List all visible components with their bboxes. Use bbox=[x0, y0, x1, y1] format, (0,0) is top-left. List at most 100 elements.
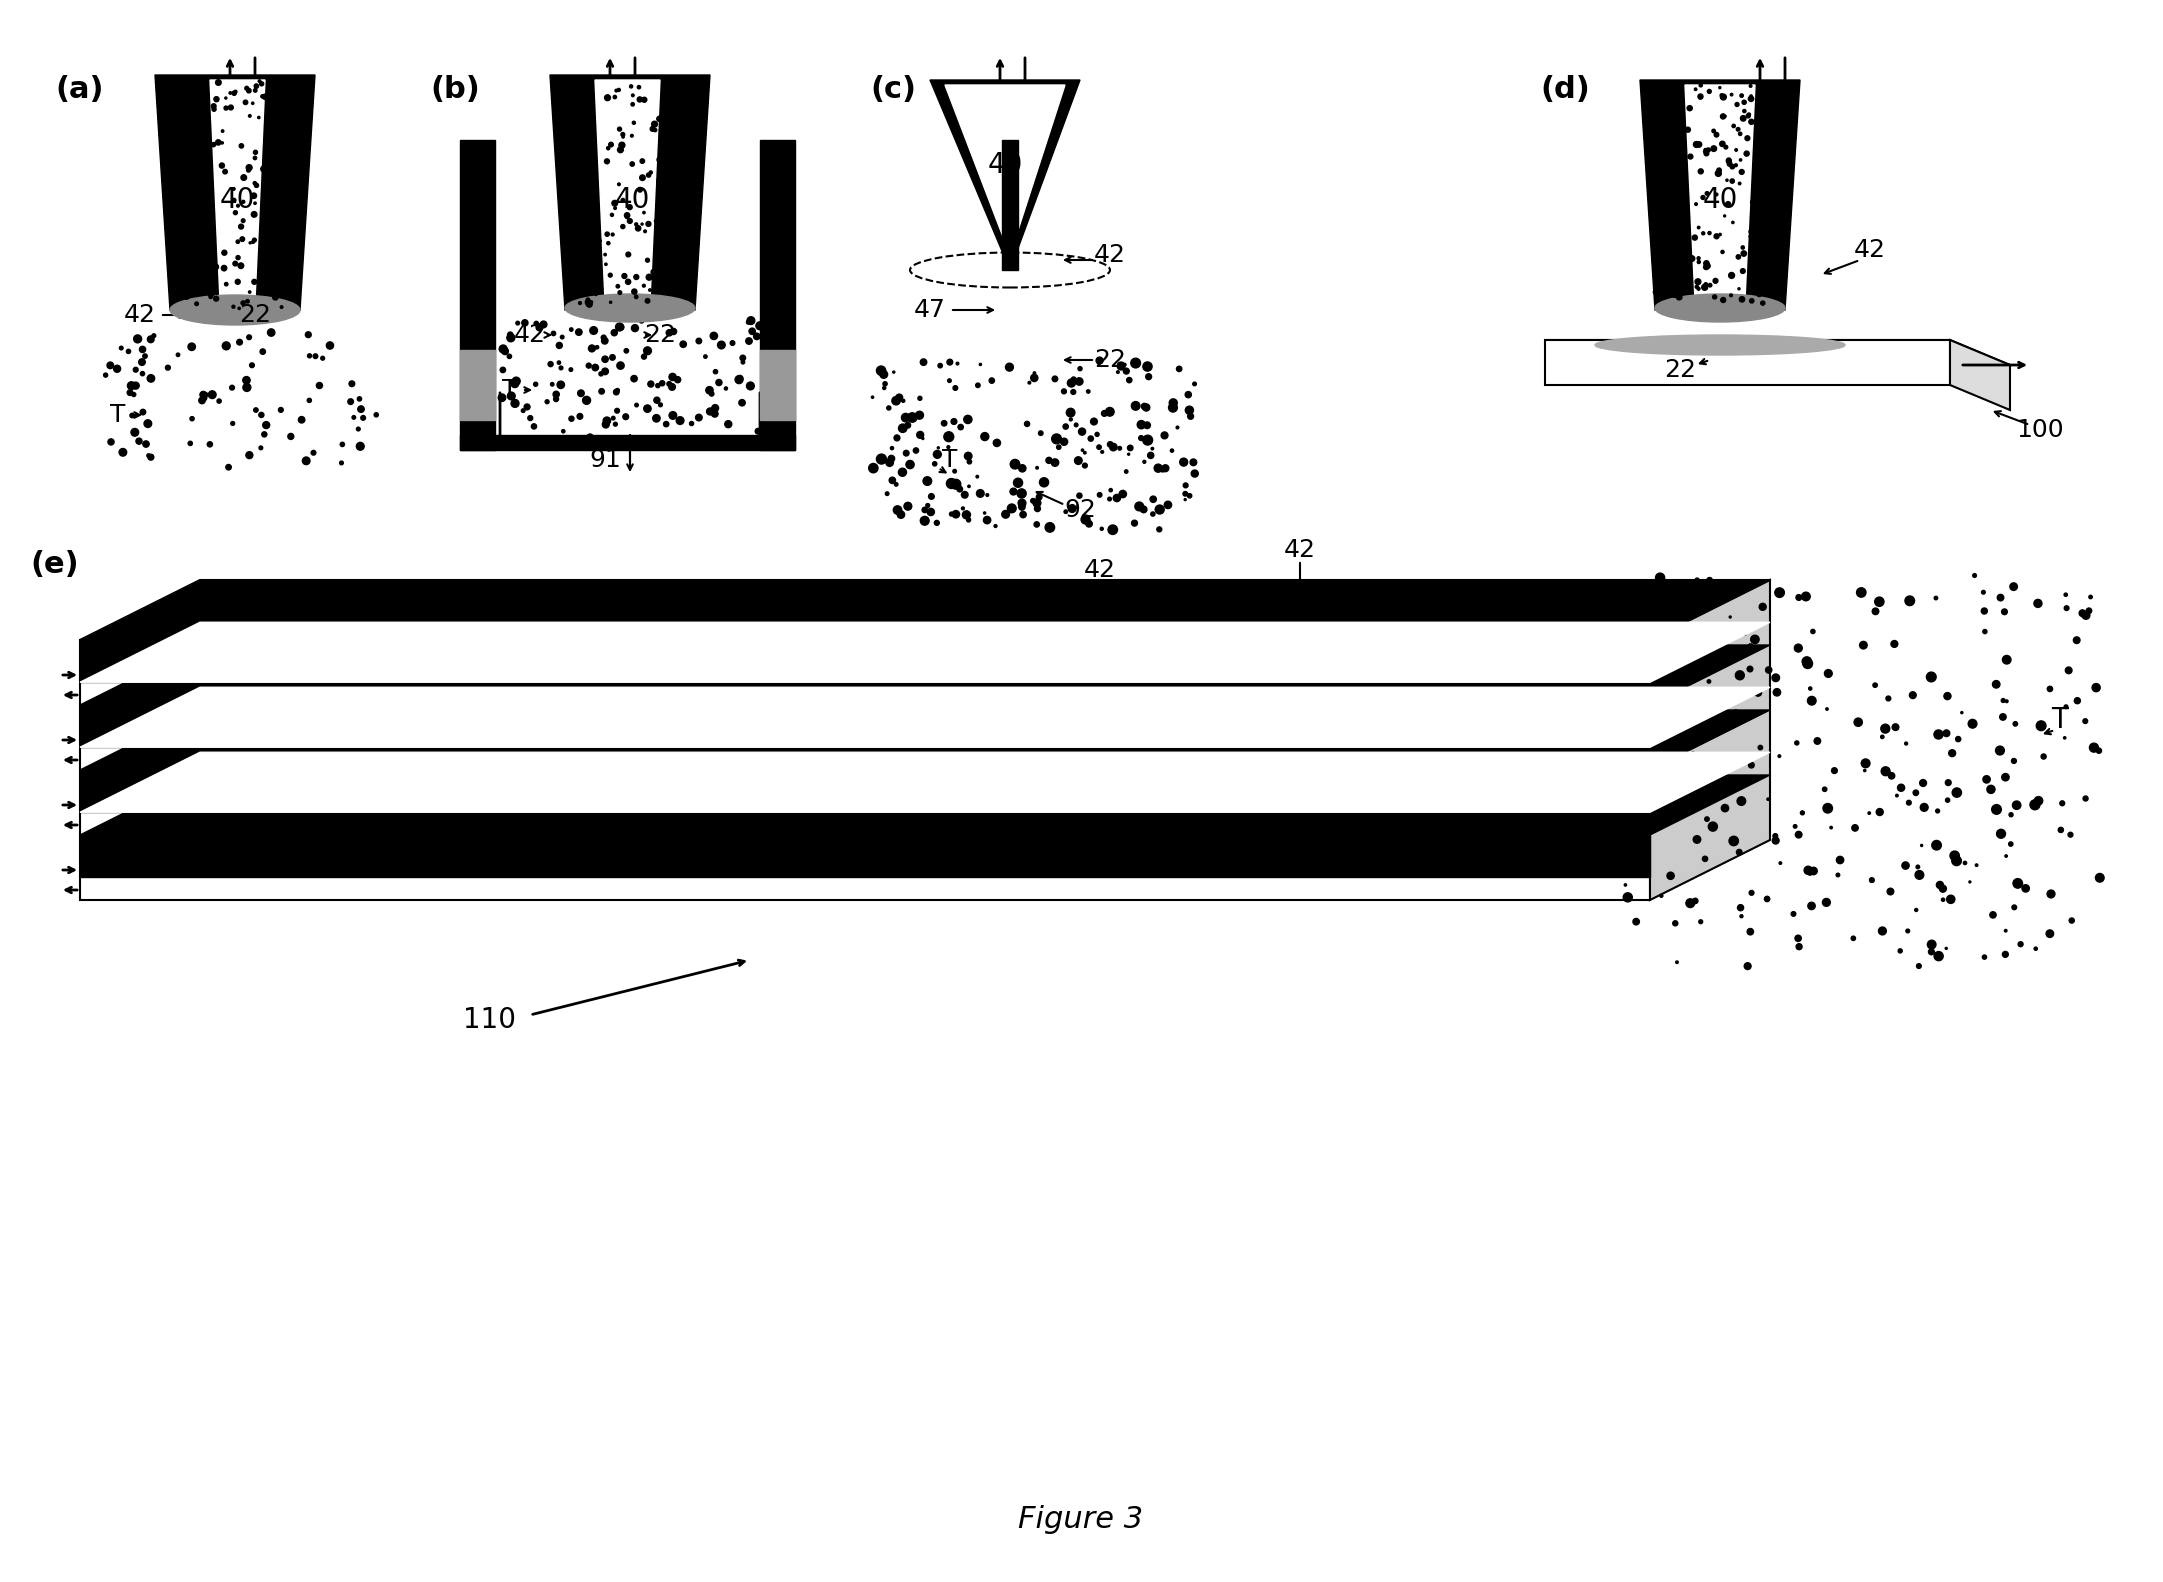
Circle shape bbox=[1750, 229, 1754, 234]
Circle shape bbox=[1771, 130, 1774, 131]
Circle shape bbox=[1774, 834, 1778, 838]
Circle shape bbox=[1082, 516, 1090, 524]
Circle shape bbox=[1722, 297, 1726, 302]
Circle shape bbox=[147, 375, 156, 383]
Circle shape bbox=[1746, 650, 1750, 655]
Circle shape bbox=[1627, 693, 1633, 701]
Circle shape bbox=[1726, 179, 1728, 182]
Circle shape bbox=[205, 104, 210, 106]
Circle shape bbox=[675, 258, 679, 263]
Circle shape bbox=[279, 408, 283, 413]
Circle shape bbox=[1149, 452, 1153, 459]
Circle shape bbox=[1774, 130, 1780, 134]
Circle shape bbox=[1045, 522, 1056, 532]
Circle shape bbox=[1724, 146, 1728, 149]
Circle shape bbox=[249, 291, 251, 293]
Circle shape bbox=[887, 459, 893, 467]
Circle shape bbox=[1655, 193, 1659, 198]
Circle shape bbox=[586, 301, 593, 307]
Circle shape bbox=[755, 321, 764, 329]
Circle shape bbox=[660, 381, 664, 386]
Circle shape bbox=[1774, 212, 1776, 217]
Circle shape bbox=[712, 405, 718, 411]
Circle shape bbox=[115, 365, 121, 372]
Circle shape bbox=[1746, 136, 1750, 141]
Circle shape bbox=[1748, 666, 1752, 672]
Circle shape bbox=[1810, 630, 1815, 633]
Circle shape bbox=[2033, 600, 2042, 607]
Circle shape bbox=[1001, 511, 1010, 519]
Circle shape bbox=[260, 413, 264, 418]
Circle shape bbox=[1681, 223, 1685, 228]
Circle shape bbox=[1066, 380, 1075, 388]
Circle shape bbox=[625, 215, 629, 218]
Circle shape bbox=[1676, 960, 1678, 963]
Circle shape bbox=[1856, 589, 1867, 596]
Circle shape bbox=[1027, 381, 1032, 384]
Circle shape bbox=[666, 112, 673, 119]
Circle shape bbox=[588, 111, 590, 112]
Circle shape bbox=[573, 207, 578, 212]
Circle shape bbox=[108, 438, 115, 445]
Circle shape bbox=[2005, 930, 2007, 932]
Circle shape bbox=[645, 258, 649, 263]
Circle shape bbox=[1162, 432, 1168, 438]
Circle shape bbox=[1689, 256, 1696, 261]
Circle shape bbox=[510, 399, 519, 407]
Circle shape bbox=[1932, 840, 1942, 850]
Circle shape bbox=[590, 275, 595, 278]
Circle shape bbox=[2059, 827, 2064, 832]
Circle shape bbox=[1906, 742, 1908, 745]
Circle shape bbox=[1722, 590, 1728, 598]
Circle shape bbox=[1101, 527, 1103, 530]
Circle shape bbox=[1990, 911, 1996, 918]
Circle shape bbox=[619, 324, 623, 331]
Circle shape bbox=[1123, 364, 1127, 365]
Circle shape bbox=[599, 372, 603, 377]
Circle shape bbox=[558, 381, 565, 389]
Circle shape bbox=[1698, 169, 1702, 174]
Circle shape bbox=[571, 239, 578, 245]
Circle shape bbox=[898, 511, 904, 519]
Polygon shape bbox=[1685, 85, 1754, 301]
Circle shape bbox=[298, 210, 303, 214]
Circle shape bbox=[340, 443, 344, 446]
Circle shape bbox=[887, 407, 891, 410]
Circle shape bbox=[1802, 592, 1810, 601]
Circle shape bbox=[696, 123, 703, 128]
Circle shape bbox=[1694, 141, 1700, 147]
Circle shape bbox=[681, 138, 684, 142]
Circle shape bbox=[1730, 179, 1735, 184]
Circle shape bbox=[1774, 688, 1780, 696]
Circle shape bbox=[171, 150, 177, 157]
Circle shape bbox=[655, 383, 660, 388]
Circle shape bbox=[608, 242, 610, 245]
Circle shape bbox=[281, 150, 288, 157]
Circle shape bbox=[253, 239, 257, 242]
Circle shape bbox=[164, 84, 169, 89]
Circle shape bbox=[1754, 271, 1759, 274]
Circle shape bbox=[560, 335, 565, 339]
Circle shape bbox=[614, 422, 616, 426]
Circle shape bbox=[264, 98, 266, 100]
Circle shape bbox=[188, 79, 193, 84]
Circle shape bbox=[1655, 745, 1661, 750]
Circle shape bbox=[1663, 248, 1670, 253]
Circle shape bbox=[1715, 133, 1720, 138]
Text: 91: 91 bbox=[588, 448, 621, 471]
Circle shape bbox=[1750, 119, 1754, 125]
Circle shape bbox=[1140, 506, 1146, 513]
Circle shape bbox=[1711, 130, 1715, 133]
Circle shape bbox=[558, 101, 562, 104]
Circle shape bbox=[247, 299, 249, 304]
Circle shape bbox=[2046, 930, 2053, 938]
Circle shape bbox=[673, 236, 675, 239]
Circle shape bbox=[283, 152, 288, 155]
Circle shape bbox=[1765, 123, 1769, 127]
Circle shape bbox=[638, 187, 642, 191]
Circle shape bbox=[171, 161, 173, 163]
Circle shape bbox=[1676, 82, 1683, 87]
Circle shape bbox=[547, 362, 554, 367]
Circle shape bbox=[1713, 278, 1717, 283]
Circle shape bbox=[1717, 590, 1724, 596]
